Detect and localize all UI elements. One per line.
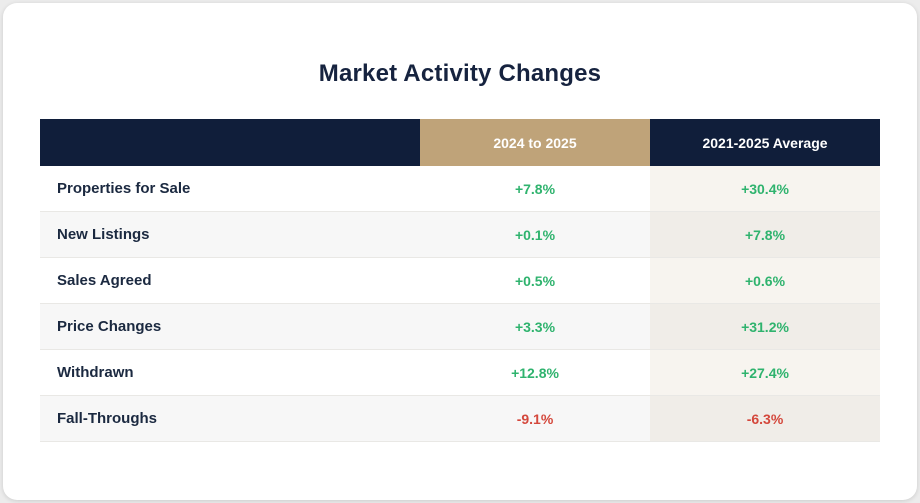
- row-average-value: -6.3%: [650, 396, 880, 441]
- row-average-value: +27.4%: [650, 350, 880, 395]
- row-label: New Listings: [57, 226, 150, 243]
- row-label: Withdrawn: [57, 364, 134, 381]
- row-average-value: +31.2%: [650, 304, 880, 349]
- row-change-value: +7.8%: [514, 180, 556, 197]
- row-label: Fall-Throughs: [57, 410, 157, 427]
- row-average-value: +30.4%: [650, 166, 880, 211]
- header-cell-2021-2025-average: 2021-2025 Average: [650, 119, 880, 166]
- row-label: Sales Agreed: [57, 272, 152, 289]
- row-label: Price Changes: [57, 318, 162, 335]
- row-average-value: +0.6%: [650, 258, 880, 303]
- table-row: Withdrawn +12.8% +27.4%: [40, 350, 880, 396]
- table-header-row: 2024 to 2025 2021-2025 Average: [40, 119, 880, 166]
- table-row: Fall-Throughs -9.1% -6.3%: [40, 396, 880, 442]
- table-row: Price Changes +3.3% +31.2%: [40, 304, 880, 350]
- row-change-value: +3.3%: [514, 318, 556, 335]
- row-change-value: +12.8%: [511, 364, 559, 381]
- header-cell-2024-to-2025: 2024 to 2025: [420, 119, 650, 166]
- market-activity-card: Market Activity Changes 2024 to 2025 202…: [3, 3, 917, 500]
- row-change-value: +0.5%: [514, 272, 556, 289]
- row-change-value: -9.1%: [516, 410, 554, 427]
- table-row: Sales Agreed +0.5% +0.6%: [40, 258, 880, 304]
- market-activity-table: 2024 to 2025 2021-2025 Average Propertie…: [40, 119, 880, 442]
- row-average-value: +7.8%: [650, 212, 880, 257]
- table-row: New Listings +0.1% +7.8%: [40, 212, 880, 258]
- table-body: Properties for Sale +7.8% +30.4% New Lis…: [40, 166, 880, 442]
- header-cell-metric: [40, 119, 420, 166]
- table-row: Properties for Sale +7.8% +30.4%: [40, 166, 880, 212]
- row-label: Properties for Sale: [57, 180, 191, 197]
- row-change-value: +0.1%: [514, 226, 556, 243]
- page-title: Market Activity Changes: [318, 60, 602, 87]
